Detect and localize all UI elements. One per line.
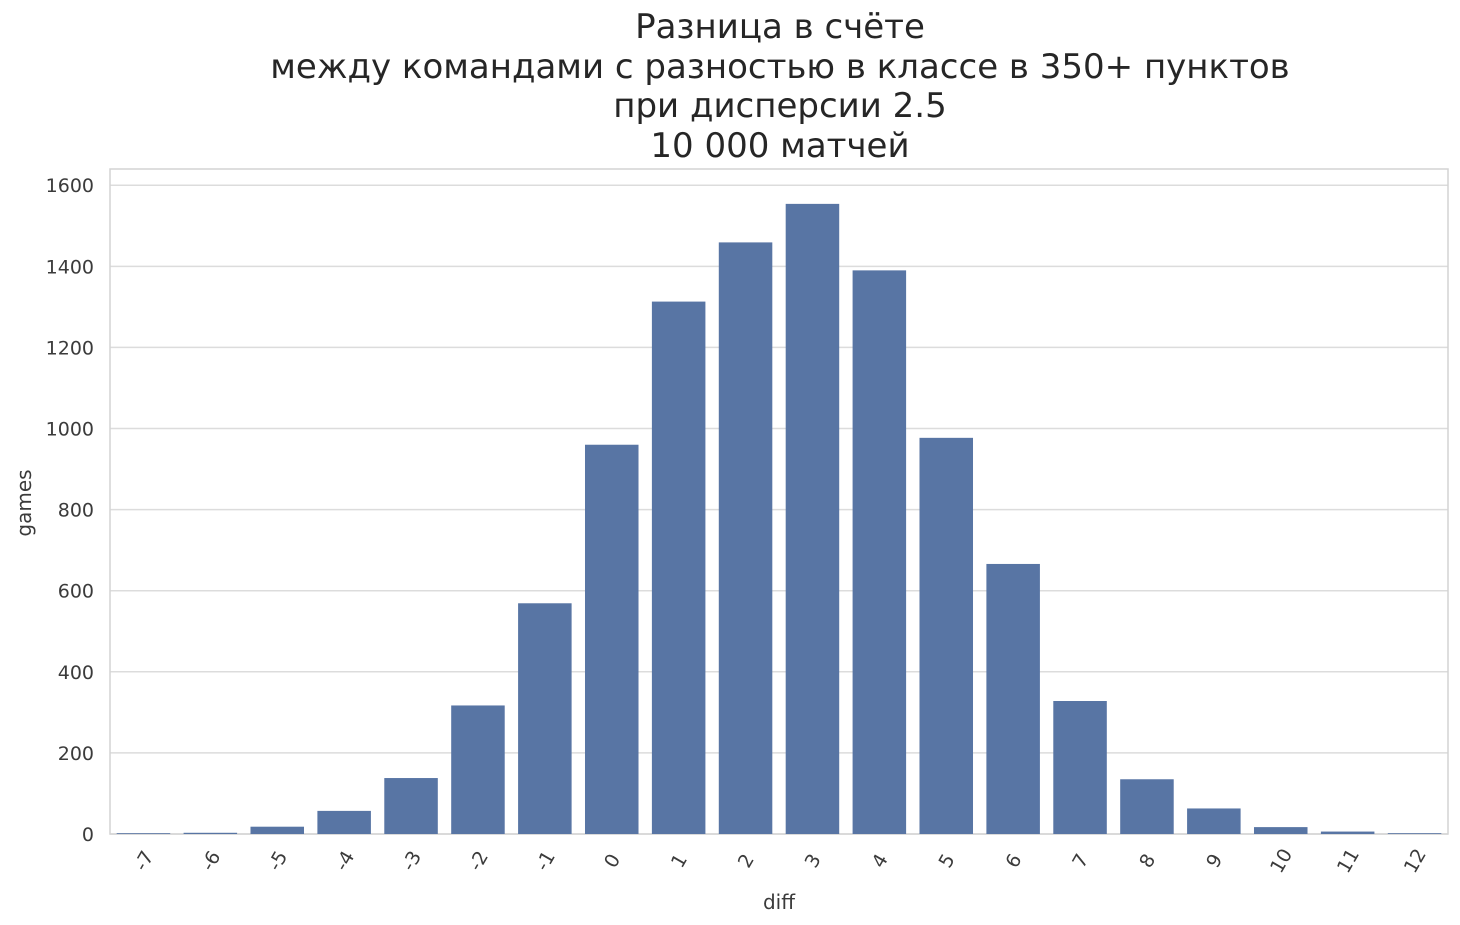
y-tick-200: 200	[58, 743, 94, 765]
bar--3	[384, 778, 438, 834]
bar--2	[451, 705, 505, 834]
title-line-3: при дисперсии 2.5	[613, 86, 947, 126]
x-tick-9: 9	[1202, 850, 1227, 871]
bar-1	[651, 301, 706, 835]
bar-2	[718, 242, 773, 834]
y-tick-1000: 1000	[46, 419, 94, 441]
chart-title: Разница в счёте между командами с разнос…	[50, 7, 1460, 166]
bar-6	[986, 563, 1040, 834]
x-tick-6: 6	[1001, 850, 1026, 871]
x-axis-label: diff	[763, 890, 796, 914]
title-line-2: между командами с разностью в классе в 3…	[270, 46, 1290, 87]
x-tick-1: 1	[667, 850, 692, 871]
x-tick-0: 0	[600, 850, 625, 871]
bar--5	[250, 826, 305, 834]
x-tick-2: 2	[734, 850, 759, 871]
bar--1	[518, 603, 572, 834]
y-tick-800: 800	[58, 500, 94, 522]
bar--7	[116, 833, 171, 834]
bar-5	[919, 437, 974, 834]
y-tick-1400: 1400	[46, 256, 94, 278]
x-tick--5: -5	[264, 847, 293, 874]
y-axis-label: games	[12, 469, 36, 536]
bar-10	[1253, 827, 1308, 834]
x-tick--2: -2	[464, 847, 493, 874]
bar-8	[1120, 779, 1174, 834]
x-tick-8: 8	[1135, 850, 1160, 871]
title-line-4: 10 000 матчей	[650, 125, 910, 166]
x-tick--7: -7	[130, 847, 159, 874]
title-line-1: Разница в счёте	[635, 7, 925, 47]
bar-9	[1187, 808, 1241, 834]
x-tick-4: 4	[868, 850, 893, 871]
bars	[116, 203, 1442, 835]
bar-12	[1387, 833, 1442, 834]
y-tick-600: 600	[58, 581, 94, 603]
x-tick--6: -6	[197, 847, 226, 874]
y-tick-1600: 1600	[46, 175, 94, 197]
bar-0	[584, 444, 639, 834]
x-tick--3: -3	[398, 847, 427, 874]
y-tick-labels: 0 200 400 600 800 1000 1200 1400 1600	[46, 175, 94, 846]
x-tick-11: 11	[1333, 845, 1364, 877]
y-tick-400: 400	[58, 662, 94, 684]
x-tick-5: 5	[935, 850, 960, 871]
bar-3	[785, 203, 840, 834]
gridlines	[110, 184, 1448, 835]
x-tick-12: 12	[1400, 845, 1431, 877]
bar--6	[183, 832, 238, 834]
bar--4	[317, 810, 371, 834]
bar-11	[1320, 831, 1375, 834]
x-tick--1: -1	[531, 847, 560, 874]
bar-4	[852, 270, 907, 834]
y-tick-0: 0	[82, 824, 94, 846]
x-tick-labels: -7 -6 -5 -4 -3 -2 -1 0 1 2 3 4 5 6 7 8 9 10 11 12	[130, 845, 1431, 877]
x-tick-7: 7	[1068, 850, 1093, 871]
x-tick-3: 3	[801, 850, 826, 871]
bar-7	[1053, 701, 1107, 834]
y-tick-1200: 1200	[46, 337, 94, 359]
x-tick--4: -4	[331, 847, 360, 874]
x-tick-10: 10	[1266, 845, 1297, 877]
plot-frame	[109, 168, 1449, 835]
